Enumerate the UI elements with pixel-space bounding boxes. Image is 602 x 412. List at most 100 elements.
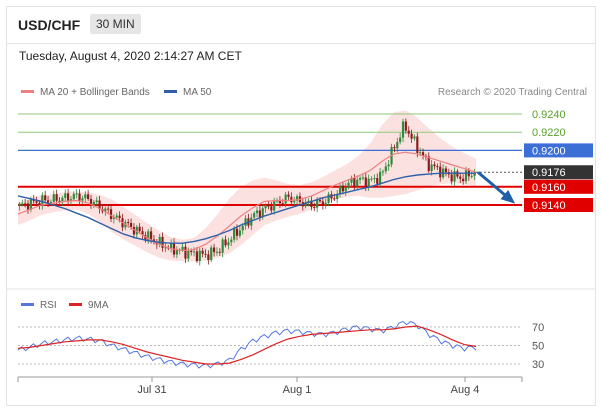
candle-body xyxy=(190,250,193,253)
candle-body xyxy=(144,235,147,240)
candle-body xyxy=(470,175,473,177)
candle-body xyxy=(407,130,410,134)
candle-body xyxy=(195,251,198,262)
time-axis: Jul 31 Aug 1 Aug 4 xyxy=(17,376,523,396)
rsi-swatch xyxy=(21,302,34,306)
ma20-line xyxy=(17,151,477,252)
candle-body xyxy=(109,209,113,220)
pivot-price-label: 0.9200 xyxy=(532,145,566,157)
candle-body xyxy=(230,239,233,243)
candle-body xyxy=(367,178,370,187)
candle-body xyxy=(233,228,236,240)
candle-body xyxy=(387,164,390,167)
candle-body xyxy=(49,201,53,203)
candle-body xyxy=(218,251,221,253)
candle-body xyxy=(361,177,365,179)
ma50-swatch xyxy=(164,89,177,93)
candle-body xyxy=(353,178,356,187)
candle-body xyxy=(284,194,287,204)
timeframe-badge[interactable]: 30 MIN xyxy=(90,14,141,34)
candle-body xyxy=(115,215,118,218)
candle-body xyxy=(35,201,38,203)
candle-body xyxy=(187,250,190,259)
candle-body xyxy=(338,185,342,194)
candle-body xyxy=(192,251,196,253)
candle-body xyxy=(84,194,87,199)
candle-body xyxy=(98,200,101,209)
pivot-price-tag xyxy=(524,143,593,158)
candle-body xyxy=(61,197,64,202)
candle-body xyxy=(129,223,133,228)
credit-text: Research © 2020 Trading Central xyxy=(437,87,587,98)
candle-body xyxy=(321,201,324,206)
candle-body xyxy=(87,194,90,199)
legend-rsi: RSI xyxy=(21,300,57,311)
candle-body xyxy=(273,200,276,211)
candle-body xyxy=(384,166,387,172)
candle-body xyxy=(95,200,98,202)
candle-body xyxy=(341,185,344,192)
support-price-tag xyxy=(524,179,593,194)
candle-body xyxy=(410,133,413,139)
candle-body xyxy=(135,226,138,235)
candle-body xyxy=(132,227,136,235)
candle-body xyxy=(112,217,115,220)
candle-body xyxy=(258,210,261,218)
candle-body xyxy=(376,178,379,184)
candle-body xyxy=(358,177,362,180)
candle-body xyxy=(324,202,327,206)
candle-body xyxy=(439,166,442,178)
rsi-label: RSI xyxy=(40,300,57,311)
candle-body xyxy=(399,137,402,143)
candle-body xyxy=(46,200,50,203)
candle-body xyxy=(427,156,430,171)
candle-body xyxy=(64,193,67,198)
candle-body xyxy=(78,193,81,201)
candle-body xyxy=(464,170,468,182)
rsi-line xyxy=(17,320,477,369)
candle-body xyxy=(107,208,110,210)
candle-body xyxy=(41,195,44,206)
candle-body xyxy=(138,226,141,232)
candle-body xyxy=(270,206,273,211)
rsi-tick-label: 50 xyxy=(532,341,544,353)
candle-body xyxy=(287,194,290,197)
candle-body xyxy=(141,231,144,236)
candle-body xyxy=(212,247,216,253)
support-price-label: 0.9140 xyxy=(532,200,566,212)
candle-body xyxy=(444,168,448,173)
candle-body xyxy=(356,179,359,187)
candle-body xyxy=(221,239,224,253)
candle-body xyxy=(473,173,476,176)
candle-body xyxy=(210,247,213,261)
chart-datetime: Tuesday, August 4, 2020 2:14:27 AM CET xyxy=(19,49,242,63)
candle-body xyxy=(69,199,73,201)
candle-body xyxy=(264,205,267,209)
candle-body xyxy=(253,213,256,218)
candle-body xyxy=(401,121,405,138)
candle-body xyxy=(453,171,456,182)
candle-body xyxy=(373,178,376,180)
candle-body xyxy=(304,201,307,207)
candle-body xyxy=(150,231,153,240)
candle-body xyxy=(81,198,84,201)
ma50-label: MA 50 xyxy=(183,87,212,98)
candle-body xyxy=(38,202,41,206)
candle-body xyxy=(24,203,27,205)
ma9-line xyxy=(17,325,477,365)
candle-body xyxy=(241,225,244,231)
candle-body xyxy=(72,193,75,200)
candle-body xyxy=(201,250,204,254)
resistance-level-label: 0.9220 xyxy=(532,127,566,139)
candle-body xyxy=(307,200,310,202)
time-tick-label: Aug 4 xyxy=(451,384,480,396)
candle-body xyxy=(350,178,353,183)
candle-body xyxy=(370,178,373,180)
candle-body xyxy=(318,199,322,202)
candle-body xyxy=(462,178,465,182)
candle-body xyxy=(224,239,227,246)
rsi-panel: 70 50 30 xyxy=(17,320,544,371)
candle-body xyxy=(413,136,416,139)
support-price-label: 0.9160 xyxy=(532,182,566,194)
